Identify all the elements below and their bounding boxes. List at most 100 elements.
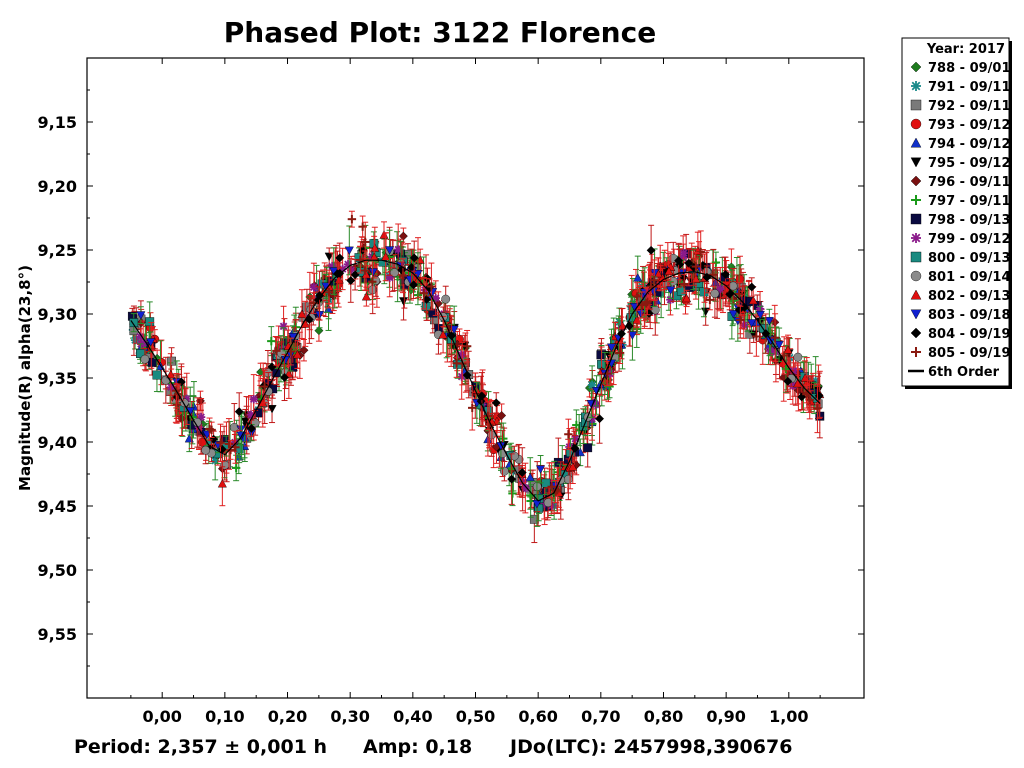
data-point — [498, 449, 507, 458]
legend-box — [901, 37, 1010, 387]
data-point — [344, 246, 354, 256]
data-point — [224, 439, 234, 449]
data-point — [680, 279, 689, 289]
data-point — [747, 282, 757, 292]
data-point — [699, 287, 709, 297]
legend-label: 796 - 09/11 — [928, 175, 1011, 190]
y-tick-label: 9,20 — [38, 177, 77, 196]
data-point — [641, 299, 651, 308]
data-point — [543, 498, 553, 508]
data-point — [356, 255, 365, 265]
x-tick-label: 0,90 — [706, 707, 745, 726]
legend-item: 805 - 09/19 — [911, 346, 1011, 361]
data-point — [814, 391, 824, 401]
data-point — [297, 309, 307, 318]
data-point — [705, 295, 715, 305]
data-point — [370, 243, 380, 252]
data-point — [140, 354, 150, 364]
data-point — [468, 403, 477, 413]
legend-label: 797 - 09/11 — [928, 194, 1011, 209]
data-point — [679, 248, 688, 258]
legend-label: 800 - 09/13 — [928, 251, 1011, 266]
legend-marker — [910, 289, 922, 300]
data-point — [783, 345, 793, 354]
y-tick-label: 9,50 — [38, 561, 77, 580]
legend-item: 796 - 09/11 — [910, 175, 1011, 190]
data-point — [563, 474, 573, 484]
data-point — [314, 326, 324, 336]
legend-label: 799 - 09/12 — [928, 232, 1011, 247]
y-axis-label: Magnitude(R) alpha(23,8°) — [16, 265, 34, 491]
data-point — [441, 294, 451, 304]
data-point — [643, 297, 652, 306]
legend-label: 791 - 09/11 — [928, 80, 1011, 95]
legend-marker — [910, 175, 922, 187]
data-point — [347, 214, 357, 224]
x-axis: 0,00 0,10 0,20 0,30 0,40 0,50 0,60 0,70 0,80 0,90… — [130, 58, 821, 726]
legend-item: 791 - 09/11 — [911, 80, 1011, 95]
legend-item: 792 - 09/11 — [910, 99, 1011, 114]
legend-label: 6th Order — [928, 365, 1000, 380]
y-tick-label: 9,30 — [38, 305, 77, 324]
data-point — [803, 388, 812, 398]
data-point — [755, 310, 765, 320]
data-point — [129, 318, 139, 328]
y-axis: 9,15 9,20 9,25 9,30 9,35 9,40 9,45 9,50 9,55 — [38, 89, 864, 667]
data-point — [691, 262, 701, 271]
data-point — [748, 295, 758, 305]
data-point — [633, 292, 642, 301]
x-tick-label: 0,80 — [644, 707, 683, 726]
data-point — [617, 321, 628, 330]
data-point — [793, 378, 803, 388]
data-point — [766, 336, 776, 346]
data-point — [800, 373, 810, 382]
fit-curve — [130, 259, 821, 502]
data-point — [226, 445, 235, 455]
data-point — [335, 253, 345, 263]
legend-label: 793 - 09/12 — [928, 118, 1011, 133]
data-point — [770, 333, 780, 342]
legend-item: 804 - 09/19 — [910, 327, 1011, 342]
footer: Period: 2,357 ± 0,001 h Amp: 0,18 JDo(LT… — [74, 736, 792, 758]
data-point — [462, 342, 472, 351]
legend-marker — [911, 195, 921, 205]
data-point — [389, 268, 399, 277]
data-point — [587, 380, 597, 390]
data-point — [288, 362, 298, 372]
legend-marker — [910, 213, 922, 225]
legend-marker — [910, 251, 922, 263]
x-tick-label: 0,60 — [518, 707, 557, 726]
y-tick-label: 9,40 — [38, 433, 77, 452]
data-point — [752, 332, 761, 341]
data-point — [735, 274, 745, 284]
data-point — [152, 370, 162, 380]
legend-marker — [910, 157, 922, 168]
data-point — [564, 430, 573, 439]
data-point — [650, 305, 660, 315]
data-point — [217, 479, 227, 488]
y-tick-label: 9,55 — [38, 625, 77, 644]
legend-label: 805 - 09/19 — [928, 346, 1011, 361]
data-point — [783, 376, 793, 386]
data-point — [596, 350, 606, 360]
data-point — [547, 482, 556, 491]
legend: Year: 2017 788 - 09/01 791 - 09/11 792 - 09… — [901, 37, 1012, 389]
data-point — [710, 289, 720, 298]
legend-item: 793 - 09/12 — [910, 118, 1011, 133]
series-802 — [146, 221, 825, 508]
data-point — [813, 404, 822, 413]
y-tick-label: 9,25 — [38, 241, 77, 260]
legend-marker — [911, 81, 921, 91]
legend-marker — [910, 99, 922, 111]
data-point — [802, 390, 811, 399]
data-point — [456, 350, 466, 359]
data-point — [292, 349, 302, 359]
legend-item: 797 - 09/11 — [911, 194, 1011, 209]
legend-label: 798 - 09/13 — [928, 213, 1011, 228]
x-tick-label: 0,10 — [205, 707, 244, 726]
data-point — [496, 442, 506, 451]
data-point — [728, 281, 738, 291]
data-point — [720, 269, 730, 279]
legend-item-fit: 6th Order — [908, 365, 1000, 380]
data-point — [361, 292, 371, 301]
